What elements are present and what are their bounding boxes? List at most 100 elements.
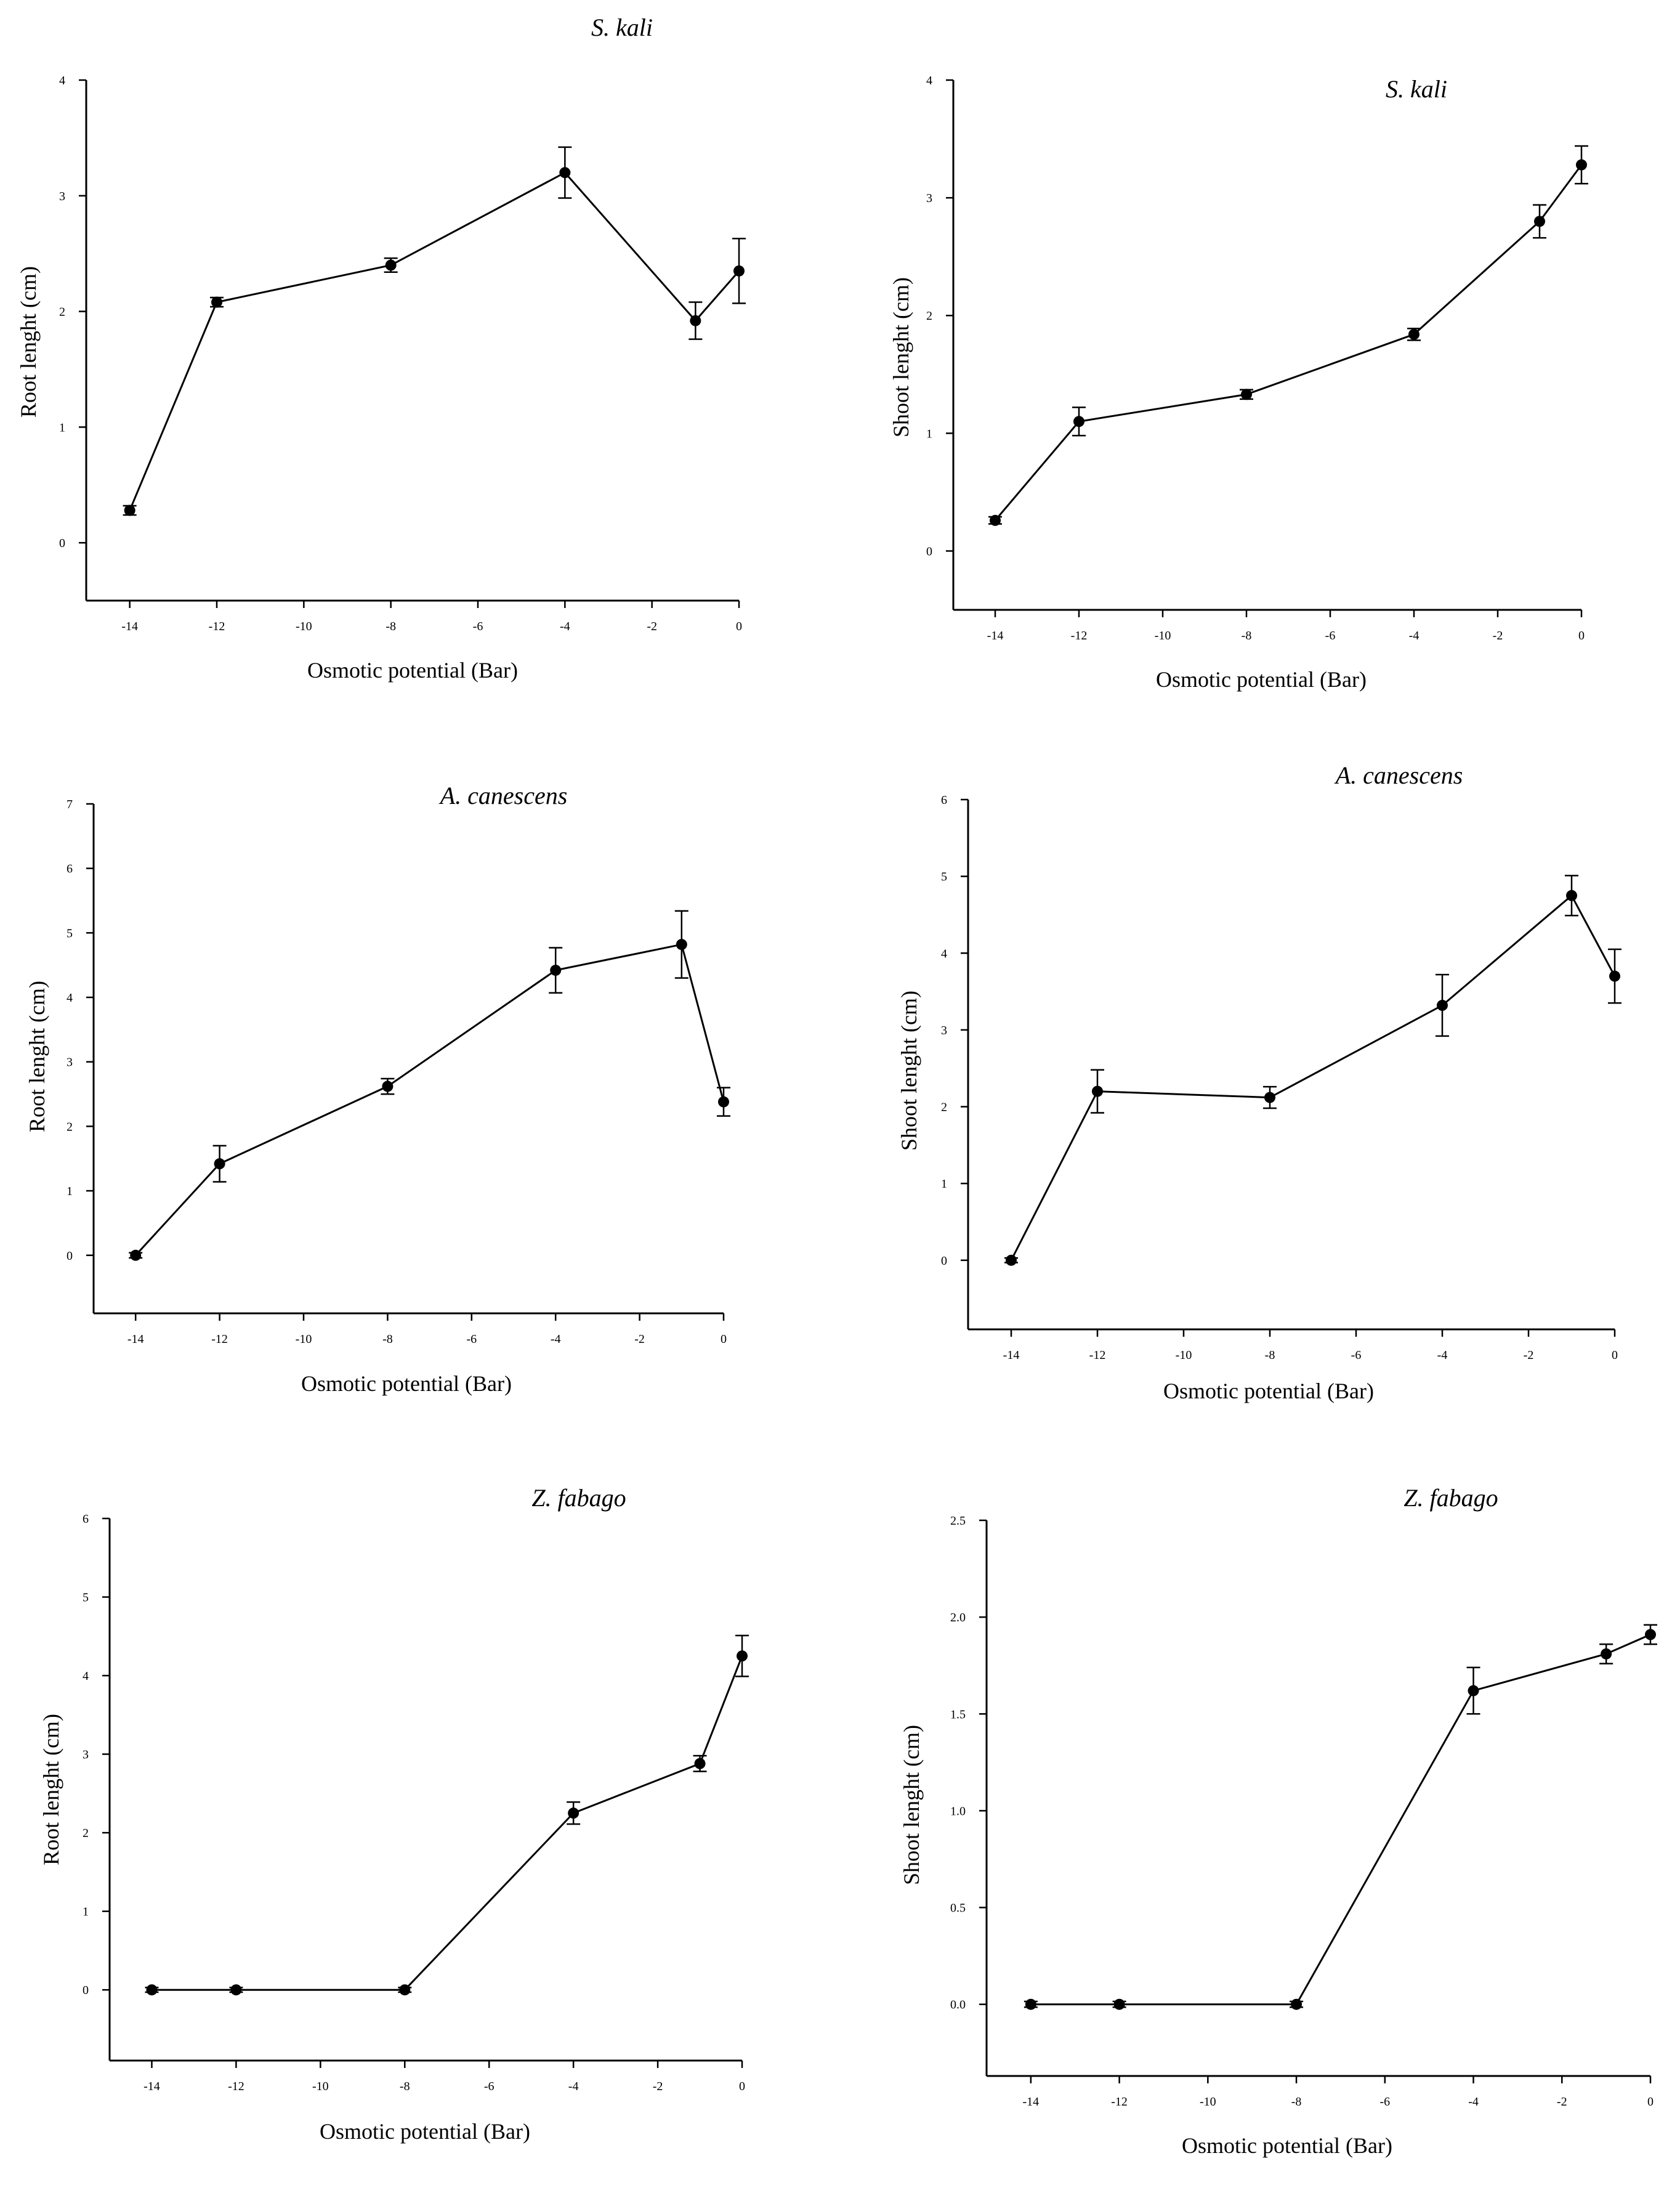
data-point <box>676 939 687 951</box>
y-tick-label: 1 <box>67 1185 73 1198</box>
y-tick-label: 1 <box>926 427 932 440</box>
y-tick-label: 3 <box>926 192 932 205</box>
data-point <box>1609 970 1620 982</box>
x-tick-label: -8 <box>1291 2095 1302 2109</box>
x-tick-label: 0 <box>1578 629 1585 643</box>
data-point <box>1437 1000 1448 1011</box>
y-tick-label: 0.5 <box>950 1902 966 1915</box>
data-point <box>146 1984 158 1996</box>
y-tick-label: 2 <box>67 1120 73 1133</box>
panel-5: -14 -12 -10 -8 -6 -4 -2 0 0 1 2 3 4 5 6 Z. fabago Osmoti… <box>39 1484 749 2144</box>
x-tick-label: -6 <box>484 2080 495 2093</box>
panel-title: S. kali <box>591 14 653 41</box>
y-tick-label: 1.5 <box>950 1708 966 1721</box>
y-tick-label: 0 <box>67 1249 73 1263</box>
x-tick-label: -12 <box>211 1332 228 1346</box>
data-point <box>1601 1648 1612 1660</box>
plot-area: -14 -12 -10 -8 -6 -4 -2 0 0 1 2 3 4 5 6 <box>83 1512 749 2093</box>
x-tick-label: -14 <box>127 1332 144 1346</box>
x-tick-label: -2 <box>634 1332 645 1346</box>
x-tick-label: -4 <box>560 620 570 633</box>
data-point <box>694 1757 706 1769</box>
y-tick-label: 6 <box>941 793 947 807</box>
y-axis-title: Root lenght (cm) <box>25 981 49 1132</box>
x-tick-label: -10 <box>296 1332 312 1346</box>
y-tick-label: 4 <box>67 991 73 1005</box>
data-point <box>1645 1629 1656 1640</box>
series-line <box>994 164 1583 521</box>
x-tick-label: -2 <box>647 620 657 633</box>
data-point <box>1264 1092 1275 1103</box>
panel-6: -14 -12 -10 -8 -6 -4 -2 0 0.0 0.5 1.0 1.5 2.0 2.5 Z. f… <box>899 1484 1657 2158</box>
y-tick-label: 3 <box>59 190 65 203</box>
series-line <box>1010 894 1616 1261</box>
series-line <box>135 943 725 1256</box>
plot-area: -14 -12 -10 -8 -6 -4 -2 0 0.0 0.5 1.0 1.5 2.0 2.5 <box>950 1514 1657 2109</box>
x-tick-label: -4 <box>551 1332 561 1346</box>
panel-4: -14 -12 -10 -8 -6 -4 -2 0 0 1 2 3 4 5 6 A. canescens Osm… <box>897 761 1621 1403</box>
panel-3: -14 -12 -10 -8 -6 -4 -2 0 0 1 2 3 4 5 6 7 A. canescens Os… <box>25 782 730 1396</box>
x-tick-label: -12 <box>1089 1348 1106 1362</box>
x-axis-title: Osmotic potential (Bar) <box>307 658 518 683</box>
panel-title: Z. fabago <box>531 1484 626 1512</box>
x-tick-label: -10 <box>1155 629 1171 643</box>
series-line <box>129 171 740 511</box>
x-tick-label: -4 <box>1468 2095 1479 2109</box>
data-point <box>690 315 701 326</box>
series-line <box>151 1655 743 1991</box>
x-tick-label: -6 <box>473 620 483 633</box>
x-tick-label: -8 <box>400 2080 410 2093</box>
y-tick-label: 3 <box>67 1056 73 1069</box>
y-tick-label: 5 <box>67 926 73 940</box>
y-tick-label: 5 <box>83 1591 89 1605</box>
data-point <box>382 1080 394 1092</box>
x-tick-label: -12 <box>1071 629 1088 643</box>
panel-1: -14 -12 -10 -8 -6 -4 -2 0 0 1 2 3 4 S. kali Osmotic po… <box>16 14 746 683</box>
y-axis-title: Shoot lenght (cm) <box>889 277 913 437</box>
data-point <box>130 1249 142 1261</box>
x-tick-label: -10 <box>296 620 312 633</box>
data-point <box>1073 416 1084 428</box>
y-tick-label: 0 <box>941 1254 947 1268</box>
y-tick-label: 2 <box>926 309 932 323</box>
y-tick-label: 0 <box>59 537 65 550</box>
x-tick-label: -2 <box>1557 2095 1567 2109</box>
y-tick-label: 1.0 <box>950 1804 966 1818</box>
x-tick-label: -2 <box>1524 1348 1534 1362</box>
panel-title: A. canescens <box>1334 761 1463 789</box>
data-point <box>559 167 571 179</box>
y-tick-label: 4 <box>926 74 932 87</box>
plot-area: -14 -12 -10 -8 -6 -4 -2 0 0 1 2 3 4 <box>59 74 746 633</box>
x-tick-label: -14 <box>143 2080 160 2093</box>
x-tick-label: -6 <box>466 1332 477 1346</box>
x-tick-label: -14 <box>1023 2095 1040 2109</box>
x-axis-title: Osmotic potential (Bar) <box>1156 667 1367 692</box>
data-point <box>1113 1998 1125 2010</box>
y-axis-title: Shoot lenght (cm) <box>899 1725 924 1885</box>
y-tick-label: 3 <box>941 1024 947 1037</box>
y-tick-label: 3 <box>83 1748 89 1762</box>
x-axis-title: Osmotic potential (Bar) <box>1182 2133 1392 2158</box>
x-tick-label: 0 <box>1647 2095 1654 2109</box>
x-tick-label: -8 <box>1242 629 1252 643</box>
y-tick-label: 7 <box>67 798 73 811</box>
x-axis-title: Osmotic potential (Bar) <box>320 2119 530 2144</box>
data-point <box>230 1984 242 1996</box>
data-point <box>1576 159 1587 171</box>
x-tick-label: 0 <box>739 2080 745 2093</box>
panel-title: A. canescens <box>438 782 568 809</box>
data-point <box>1092 1085 1103 1097</box>
plot-area: -14 -12 -10 -8 -6 -4 -2 0 0 1 2 3 4 5 6 7 <box>67 798 730 1346</box>
data-point <box>568 1807 580 1819</box>
x-axis-title: Osmotic potential (Bar) <box>301 1371 512 1396</box>
data-point <box>718 1096 729 1108</box>
panel-2: -14 -12 -10 -8 -6 -4 -2 0 0 1 2 3 4 S. kali Osmotic po… <box>889 74 1588 692</box>
y-tick-label: 1 <box>83 1905 89 1919</box>
y-tick-label: 0.0 <box>950 1998 966 2012</box>
data-point <box>1468 1685 1479 1697</box>
y-tick-label: 1 <box>59 421 65 434</box>
x-axis-title: Osmotic potential (Bar) <box>1163 1379 1374 1403</box>
plot-area: -14 -12 -10 -8 -6 -4 -2 0 0 1 2 3 4 <box>926 74 1588 643</box>
